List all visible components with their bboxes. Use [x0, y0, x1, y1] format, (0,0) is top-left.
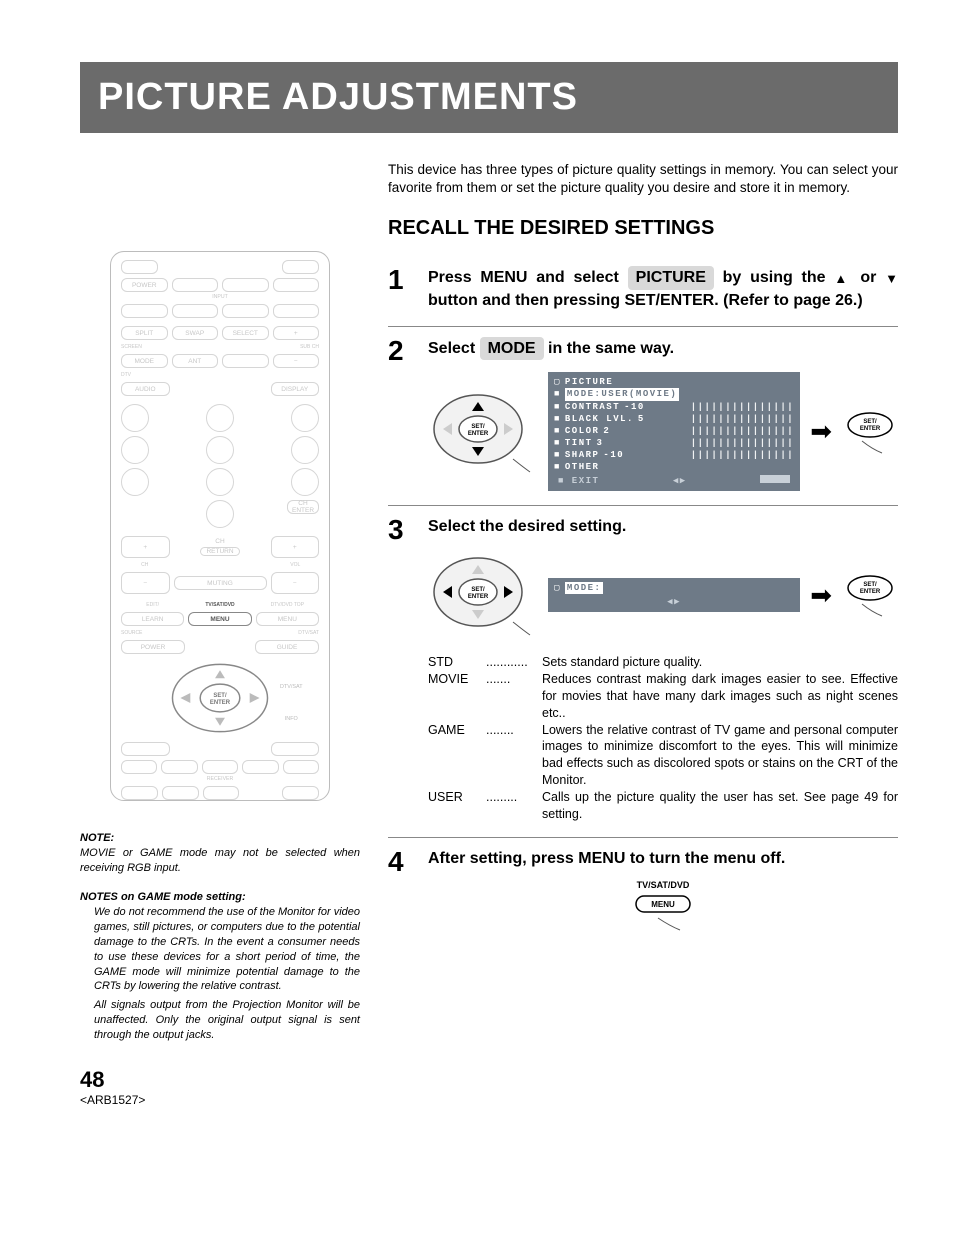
- step-2: 2 Select MODE in the same way.: [388, 327, 898, 507]
- osd-menu-mode-only: ▢ MODE: ◀▶: [548, 578, 800, 612]
- remote-vol-label: VOL: [272, 562, 320, 568]
- right-column: This device has three types of picture q…: [388, 161, 898, 1107]
- svg-text:SET/: SET/: [863, 419, 877, 425]
- remote-subch-label: SUB CH: [222, 344, 319, 350]
- svg-text:SET/: SET/: [471, 424, 485, 430]
- remote-menu-button: MENU: [188, 612, 251, 626]
- remote-dtvsat-label: DTV/SAT: [256, 630, 319, 636]
- remote-dpad: SET/ ENTER DTV/SAT INFO: [121, 658, 319, 738]
- note-2-p2: All signals output from the Projection M…: [80, 998, 360, 1043]
- step-1-pre: Press MENU and select: [428, 269, 619, 286]
- arrow-right-icon: ➡: [810, 414, 832, 449]
- remote-screen-label: SCREEN: [121, 344, 218, 350]
- svg-text:ENTER: ENTER: [860, 426, 881, 432]
- remote-muting: MUTING: [174, 576, 267, 590]
- svg-text:INFO: INFO: [285, 716, 298, 722]
- mode-description-list: STD............Sets standard picture qua…: [428, 654, 898, 823]
- step-2-post: in the same way.: [548, 340, 674, 357]
- remote-split: SPLIT: [121, 326, 168, 340]
- svg-text:SET/: SET/: [471, 587, 485, 593]
- remote-input-label: INPUT: [121, 294, 319, 300]
- step-1-post2: or: [860, 269, 876, 286]
- step-1-number: 1: [388, 266, 414, 311]
- mode-desc-row: GAME........Lowers the relative contrast…: [428, 722, 898, 790]
- remote-guide: GUIDE: [255, 640, 319, 654]
- remote-power2: POWER: [121, 640, 185, 654]
- intro-paragraph: This device has three types of picture q…: [388, 161, 898, 197]
- step-4: 4 After setting, press MENU to turn the …: [388, 838, 898, 951]
- step-1-post3: button and then pressing SET/ENTER. (Ref…: [428, 292, 863, 309]
- step-2-title: Select MODE in the same way.: [428, 337, 898, 361]
- svg-text:ENTER: ENTER: [210, 700, 231, 706]
- remote-receiver-label: RECEIVER: [121, 776, 319, 782]
- svg-text:ENTER: ENTER: [468, 594, 489, 600]
- step-3-title: Select the desired setting.: [428, 516, 898, 538]
- set-enter-button-figure-1: SET/ ENTER: [842, 409, 898, 455]
- step-2-number: 2: [388, 337, 414, 492]
- remote-mode: MODE: [121, 354, 168, 368]
- remote-dtv-label: DTV: [121, 372, 170, 378]
- mode-desc-row: USER.........Calls up the picture qualit…: [428, 789, 898, 823]
- remote-source-label: SOURCE: [121, 630, 184, 636]
- note-2-p1: We do not recommend the use of the Monit…: [80, 905, 360, 994]
- dpad-figure-2: SET/ ENTER: [428, 550, 538, 640]
- step-1: 1 Press MENU and select PICTURE by using…: [388, 256, 898, 326]
- remote-display: DISPLAY: [271, 382, 320, 396]
- section-heading: RECALL THE DESIRED SETTINGS: [388, 215, 898, 242]
- remote-ch-label: CH: [215, 538, 224, 545]
- note-block: NOTE: MOVIE or GAME mode may not be sele…: [80, 831, 360, 1043]
- menu-button-label: MENU: [651, 900, 675, 909]
- triangle-up-icon: ▲: [834, 271, 851, 286]
- remote-diagram: POWER INPUT SPLIT SWAP SELECT + SCREEN S…: [110, 251, 330, 801]
- note-2-heading: NOTES on GAME mode setting:: [80, 890, 360, 905]
- remote-audio: AUDIO: [121, 382, 170, 396]
- left-column: POWER INPUT SPLIT SWAP SELECT + SCREEN S…: [80, 161, 360, 1107]
- remote-return: RETURN: [200, 547, 240, 556]
- mode-desc-row: MOVIE.......Reduces contrast making dark…: [428, 671, 898, 722]
- remote-learn: LEARN: [121, 612, 184, 626]
- step-2-pre: Select: [428, 340, 475, 357]
- remote-select: SELECT: [222, 326, 269, 340]
- step-4-number: 4: [388, 848, 414, 937]
- remote-menu2: MENU: [256, 612, 319, 626]
- menu-button-figure: TV/SAT/DVD MENU: [428, 879, 898, 936]
- mode-desc-row: STD............Sets standard picture qua…: [428, 654, 898, 671]
- osd-mode-highlight: MODE:: [565, 582, 604, 594]
- remote-tvsatdvd-label: TV/SAT/DVD: [188, 602, 251, 608]
- reference-code: <ARB1527>: [80, 1093, 360, 1107]
- note-1-body: MOVIE or GAME mode may not be selected w…: [80, 846, 360, 876]
- svg-text:SET/: SET/: [213, 693, 227, 699]
- osd-menu-full: ▢PICTURE■MODE:USER(MOVIE)■CONTRAST -10||…: [548, 372, 800, 491]
- step-3-number: 3: [388, 516, 414, 822]
- picture-label-box: PICTURE: [628, 266, 714, 290]
- set-enter-button-figure-2: SET/ ENTER: [842, 572, 898, 618]
- step-4-title: After setting, press MENU to turn the me…: [428, 848, 898, 870]
- remote-swap: SWAP: [172, 326, 219, 340]
- triangle-down-icon: ▼: [885, 271, 898, 286]
- page-number: 48: [80, 1067, 360, 1093]
- remote-edit-label: EDIT/: [121, 602, 184, 608]
- remote-ch-enter: CH ENTER: [287, 500, 319, 514]
- svg-text:SET/: SET/: [863, 582, 877, 588]
- svg-text:ENTER: ENTER: [468, 431, 489, 437]
- step-3: 3 Select the desired setting. SET/ ENTE: [388, 506, 898, 837]
- remote-ch-col-label: CH: [121, 562, 169, 568]
- svg-text:DTV/SAT: DTV/SAT: [280, 684, 303, 690]
- remote-ant: ANT: [172, 354, 219, 368]
- step-1-title: Press MENU and select PICTURE by using t…: [428, 266, 898, 311]
- remote-dtvdvdtop-label: DTV/DVD TOP: [256, 602, 319, 608]
- step-1-post1: by using the: [723, 269, 826, 286]
- arrow-right-icon-2: ➡: [810, 578, 832, 613]
- svg-text:ENTER: ENTER: [860, 589, 881, 595]
- mode-label-box: MODE: [480, 337, 544, 361]
- menu-button-top-label: TV/SAT/DVD: [428, 879, 898, 891]
- page-title-banner: PICTURE ADJUSTMENTS: [80, 62, 898, 133]
- dpad-figure-1: SET/ ENTER: [428, 387, 538, 477]
- remote-power-button: POWER: [121, 278, 168, 292]
- note-1-heading: NOTE:: [80, 831, 360, 846]
